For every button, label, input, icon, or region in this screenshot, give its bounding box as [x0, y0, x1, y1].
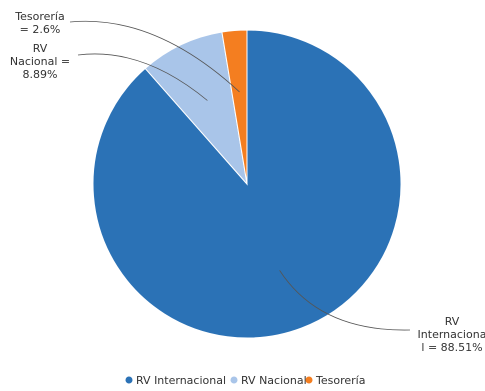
legend-label: RV Internacional	[136, 374, 226, 387]
legend-label: RV Nacional	[241, 374, 307, 387]
label-leader-lines	[69, 20, 411, 331]
leader-line	[77, 53, 208, 101]
legend-item[interactable]: RV Internacional	[125, 374, 227, 387]
legend-item[interactable]: RV Nacional	[230, 374, 307, 387]
legend-swatch	[125, 376, 133, 384]
slice-label: = 2.6%	[20, 23, 61, 36]
legend-swatch	[230, 376, 238, 384]
slice-label: Tesorería	[14, 10, 64, 23]
slice-label: 8.89%	[23, 68, 58, 81]
legend-swatch	[305, 376, 313, 384]
legend: RV Internacional RV Nacional Tesorería	[125, 374, 366, 387]
leader-line	[69, 20, 240, 93]
slice-label: Nacional =	[10, 55, 70, 68]
pie-slice-rv-nacional	[144, 31, 248, 186]
slice-label: Internaciona	[418, 328, 485, 341]
pie-slices	[92, 29, 402, 339]
slice-label: RV	[33, 42, 48, 55]
pie-slice-tesorer-a	[221, 29, 248, 185]
legend-item[interactable]: Tesorería	[305, 374, 366, 387]
slice-label: l = 88.51%	[421, 341, 482, 354]
slice-label: RV	[445, 315, 460, 328]
legend-label: Tesorería	[315, 374, 365, 387]
leader-line	[279, 270, 411, 331]
